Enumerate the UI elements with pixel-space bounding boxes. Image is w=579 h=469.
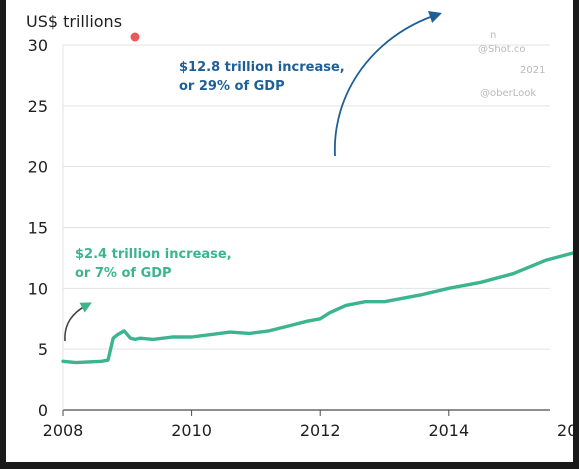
- x-tick-label-2012: 2012: [300, 421, 341, 440]
- watermark-text: @Shot.co: [478, 44, 526, 55]
- y-tick-label-0: 0: [38, 401, 48, 420]
- annotation-2008-line: $2.4 trillion increase,: [75, 247, 232, 262]
- watermark-text: 2021: [520, 65, 545, 76]
- y-tick-label-15: 15: [28, 219, 48, 238]
- x-tick-label-2008: 2008: [43, 421, 84, 440]
- watermark-text: @oberLook: [480, 88, 536, 99]
- annotation-2020-line: $12.8 trillion increase,: [179, 60, 345, 75]
- y-axis-unit-label: US$ trillions: [26, 12, 122, 31]
- growth-arrow-2020: [334, 11, 442, 157]
- y-tick-label-5: 5: [38, 340, 48, 359]
- y-tick-label-30: 30: [28, 36, 48, 55]
- x-tick-label-2010: 2010: [171, 421, 212, 440]
- line-chart: 0510152025302008201020122014201620182020…: [26, 11, 573, 440]
- y-tick-label-25: 25: [28, 97, 48, 116]
- chart-frame: 0510152025302008201020122014201620182020…: [6, 0, 573, 462]
- annotation-2008-line: or 7% of GDP: [75, 266, 172, 281]
- x-tick-label-2014: 2014: [428, 421, 469, 440]
- growth-arrow-2008: [64, 302, 92, 342]
- y-tick-label-10: 10: [28, 279, 48, 298]
- cursor-dot: [130, 32, 140, 42]
- x-tick-label-2016: 2016: [557, 421, 573, 440]
- watermark-text: n: [490, 30, 496, 41]
- annotation-2020-line: or 29% of GDP: [179, 79, 285, 94]
- y-tick-label-20: 20: [28, 158, 48, 177]
- series-line: [61, 251, 573, 365]
